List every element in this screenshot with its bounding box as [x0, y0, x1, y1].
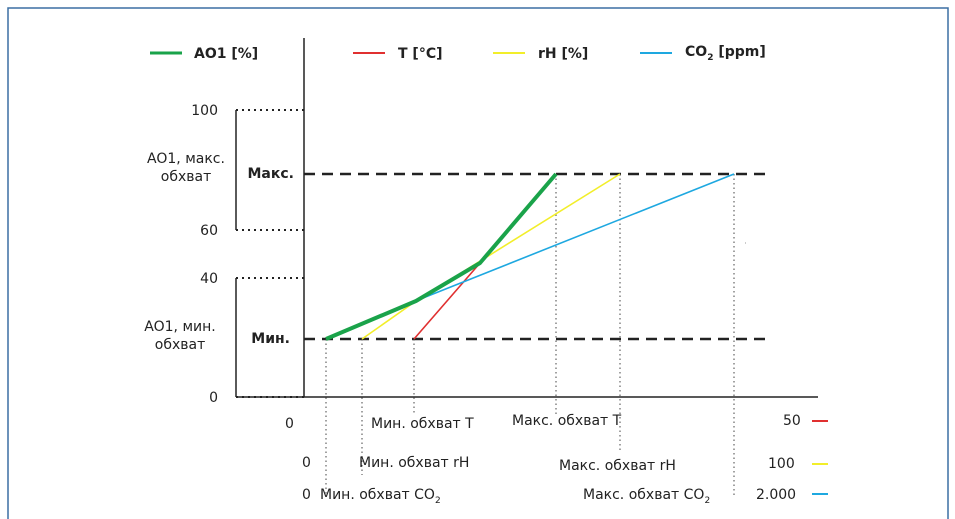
min-range-label-line1: AO1, мин. — [144, 319, 215, 335]
x-rh-end: 100 — [768, 456, 795, 472]
legend-t-label: T [°C] — [398, 46, 443, 62]
x-t-zero: 0 — [285, 416, 294, 432]
x-rh-zero: 0 — [302, 455, 311, 471]
x-t-end: 50 — [783, 413, 801, 429]
x-rh-max-label: Макс. обхват rH — [559, 458, 676, 474]
min-range-label-line2: обхват — [155, 337, 205, 353]
y-tick-40: 40 — [200, 271, 218, 287]
max-level-label: Макс. — [248, 166, 295, 182]
legend-co2-label: CO2 [ppm] — [685, 44, 766, 63]
x-co2-zero: 0 — [302, 487, 311, 503]
x-rh-min-label: Мин. обхват rH — [359, 455, 469, 471]
min-level-label: Мин. — [251, 331, 290, 347]
x-co2-end: 2.000 — [756, 487, 796, 503]
max-range-label-line2: обхват — [161, 169, 211, 185]
y-tick-0: 0 — [209, 390, 218, 406]
max-range-label-line1: AO1, макс. — [147, 151, 225, 167]
y-tick-60: 60 — [200, 223, 218, 239]
curve-ao1 — [325, 172, 558, 341]
diagram-frame — [7, 7, 949, 519]
curve-rh — [361, 173, 621, 340]
x-co2-min-label: Мин. обхват CO2 — [320, 487, 441, 506]
y-tick-100: 100 — [191, 103, 218, 119]
x-co2-max-label: Макс. обхват CO2 — [583, 487, 710, 506]
legend-rh-label: rH [%] — [538, 46, 588, 62]
legend-ao1-label: AO1 [%] — [194, 46, 258, 62]
x-t-max-label: Макс. обхват T — [512, 413, 622, 429]
curve-co2 — [417, 173, 735, 301]
x-t-min-label: Мин. обхват T — [371, 416, 474, 432]
